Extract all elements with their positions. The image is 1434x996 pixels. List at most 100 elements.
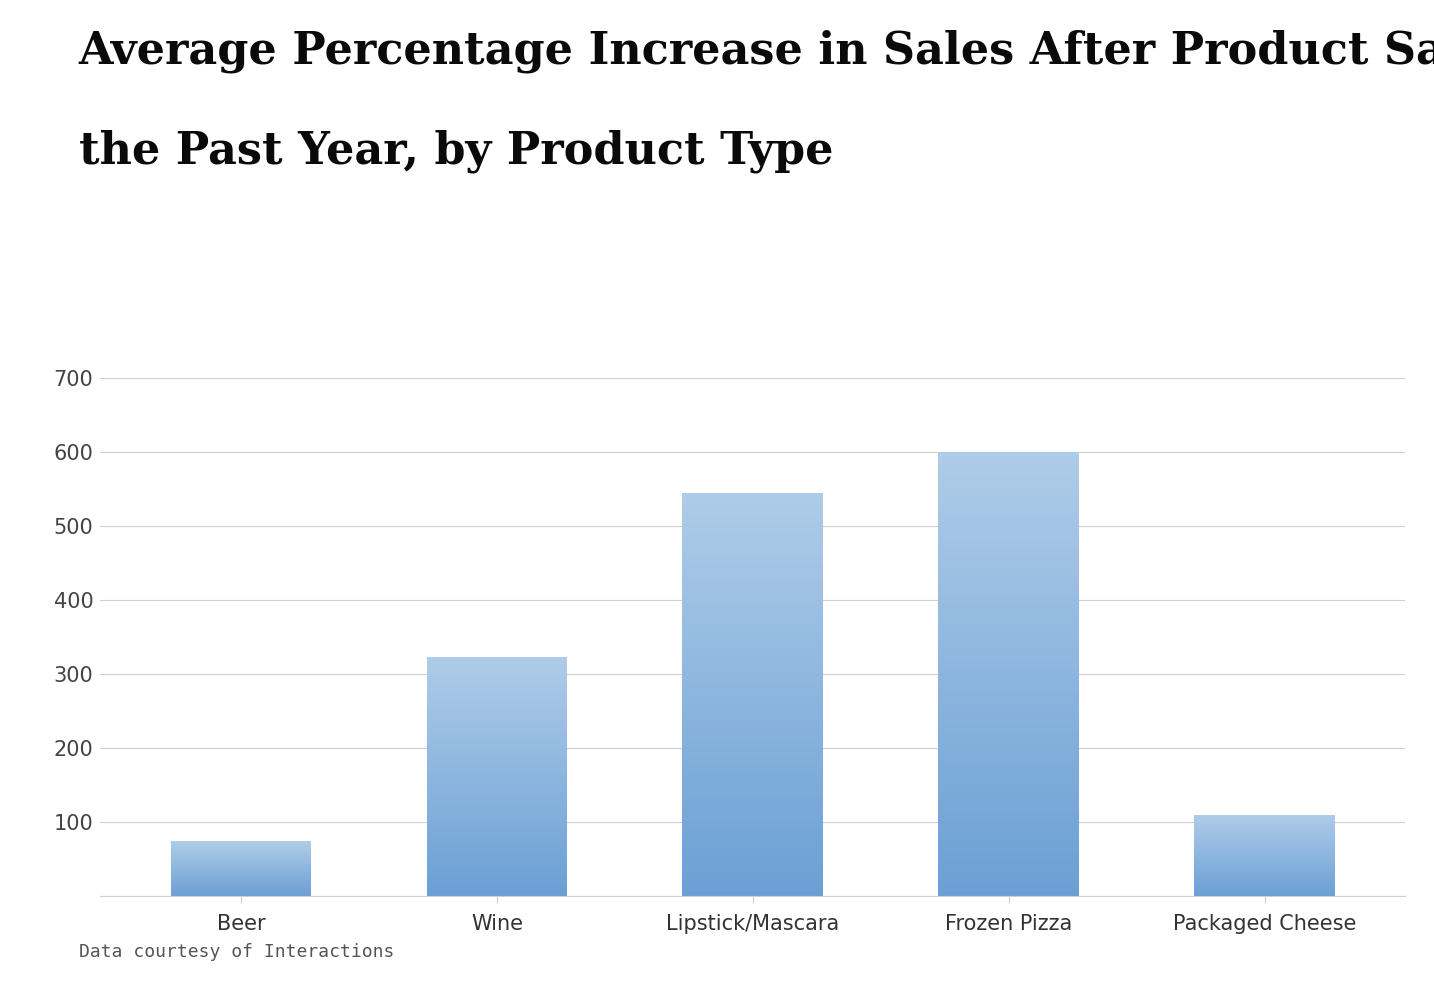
Bar: [938, 477, 1078, 479]
Bar: [938, 459, 1078, 461]
Bar: [427, 734, 568, 735]
Bar: [938, 799, 1078, 801]
Bar: [938, 564, 1078, 566]
Bar: [683, 830, 823, 832]
Bar: [427, 688, 568, 689]
Bar: [683, 743, 823, 745]
Bar: [938, 599, 1078, 602]
Bar: [427, 742, 568, 743]
Bar: [427, 885, 568, 886]
Bar: [938, 501, 1078, 504]
Bar: [683, 697, 823, 699]
Text: Data courtesy of Interactions: Data courtesy of Interactions: [79, 943, 394, 961]
Bar: [938, 692, 1078, 694]
Bar: [427, 704, 568, 705]
Bar: [938, 475, 1078, 477]
Bar: [683, 699, 823, 701]
Bar: [427, 730, 568, 731]
Bar: [427, 736, 568, 737]
Bar: [427, 758, 568, 759]
Bar: [938, 622, 1078, 623]
Bar: [938, 488, 1078, 490]
Bar: [683, 701, 823, 703]
Bar: [938, 852, 1078, 855]
Bar: [938, 573, 1078, 575]
Bar: [427, 729, 568, 730]
Bar: [427, 820, 568, 821]
Bar: [938, 461, 1078, 463]
Bar: [427, 668, 568, 669]
Bar: [683, 859, 823, 861]
Bar: [427, 782, 568, 783]
Bar: [683, 521, 823, 524]
Bar: [938, 617, 1078, 619]
Bar: [427, 845, 568, 847]
Bar: [427, 818, 568, 819]
Bar: [938, 739, 1078, 741]
Bar: [938, 723, 1078, 725]
Bar: [938, 636, 1078, 638]
Bar: [683, 662, 823, 664]
Bar: [938, 665, 1078, 667]
Bar: [938, 844, 1078, 846]
Bar: [683, 798, 823, 800]
Bar: [938, 650, 1078, 652]
Bar: [938, 716, 1078, 719]
Bar: [427, 825, 568, 826]
Bar: [683, 598, 823, 600]
Bar: [683, 753, 823, 755]
Bar: [427, 797, 568, 799]
Bar: [938, 466, 1078, 468]
Bar: [427, 771, 568, 772]
Bar: [427, 698, 568, 699]
Bar: [938, 819, 1078, 821]
Bar: [938, 685, 1078, 688]
Bar: [938, 770, 1078, 772]
Text: Average Percentage Increase in Sales After Product Samples in: Average Percentage Increase in Sales Aft…: [79, 30, 1434, 74]
Bar: [938, 694, 1078, 696]
Bar: [683, 755, 823, 757]
Bar: [938, 661, 1078, 663]
Bar: [427, 779, 568, 781]
Bar: [683, 834, 823, 836]
Bar: [427, 682, 568, 683]
Bar: [938, 670, 1078, 672]
Bar: [427, 740, 568, 741]
Bar: [938, 794, 1078, 797]
Bar: [938, 521, 1078, 524]
Bar: [938, 659, 1078, 661]
Bar: [683, 511, 823, 513]
Bar: [683, 611, 823, 613]
Bar: [938, 788, 1078, 790]
Bar: [683, 786, 823, 788]
Bar: [427, 700, 568, 701]
Bar: [427, 718, 568, 719]
Bar: [427, 805, 568, 806]
Bar: [683, 880, 823, 882]
Bar: [938, 710, 1078, 712]
Bar: [683, 792, 823, 794]
Bar: [683, 584, 823, 586]
Bar: [683, 499, 823, 501]
Bar: [683, 672, 823, 674]
Bar: [938, 745, 1078, 748]
Bar: [683, 676, 823, 678]
Bar: [427, 725, 568, 727]
Bar: [938, 855, 1078, 857]
Bar: [427, 746, 568, 747]
Bar: [683, 576, 823, 578]
Bar: [427, 830, 568, 831]
Bar: [683, 682, 823, 684]
Bar: [427, 717, 568, 718]
Bar: [427, 890, 568, 891]
Bar: [938, 885, 1078, 887]
Bar: [427, 667, 568, 668]
Bar: [427, 707, 568, 709]
Bar: [683, 693, 823, 695]
Bar: [683, 703, 823, 705]
Bar: [938, 619, 1078, 622]
Bar: [683, 656, 823, 658]
Bar: [683, 888, 823, 890]
Bar: [427, 754, 568, 755]
Bar: [683, 558, 823, 560]
